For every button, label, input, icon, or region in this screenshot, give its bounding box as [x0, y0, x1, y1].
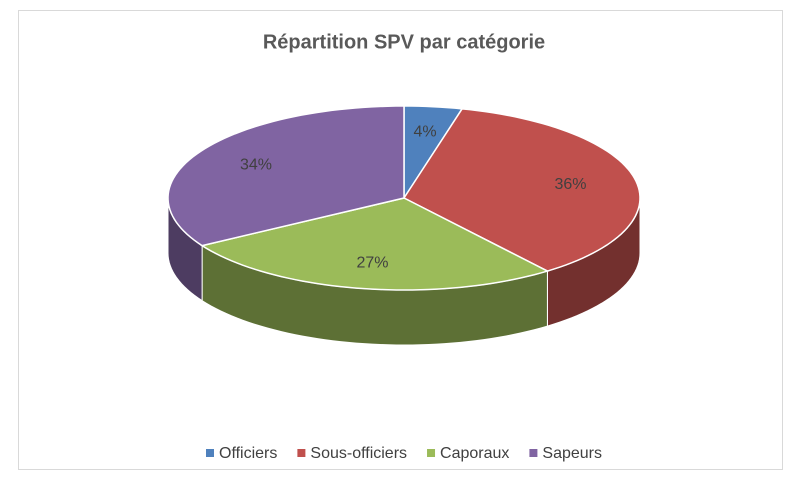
legend-label: Sous-officiers	[310, 445, 407, 462]
data-label: 34%	[240, 157, 272, 174]
chart-title: Répartition SPV par catégorie	[263, 31, 545, 53]
legend-label: Sapeurs	[542, 445, 602, 462]
legend-label: Officiers	[219, 445, 277, 462]
slice	[200, 197, 550, 291]
slice	[402, 108, 641, 272]
data-label: 27%	[356, 254, 388, 271]
legend-label: Caporaux	[440, 445, 509, 462]
data-label: 4%	[414, 123, 437, 140]
legend-swatch	[427, 449, 436, 457]
legend-swatch	[297, 449, 306, 457]
legend-swatch	[206, 449, 214, 457]
legend: Officiers Sous-officiers Caporaux Sapeurs	[206, 445, 602, 462]
legend-swatch	[529, 449, 538, 457]
data-label: 36%	[554, 176, 586, 193]
slice	[167, 105, 405, 247]
